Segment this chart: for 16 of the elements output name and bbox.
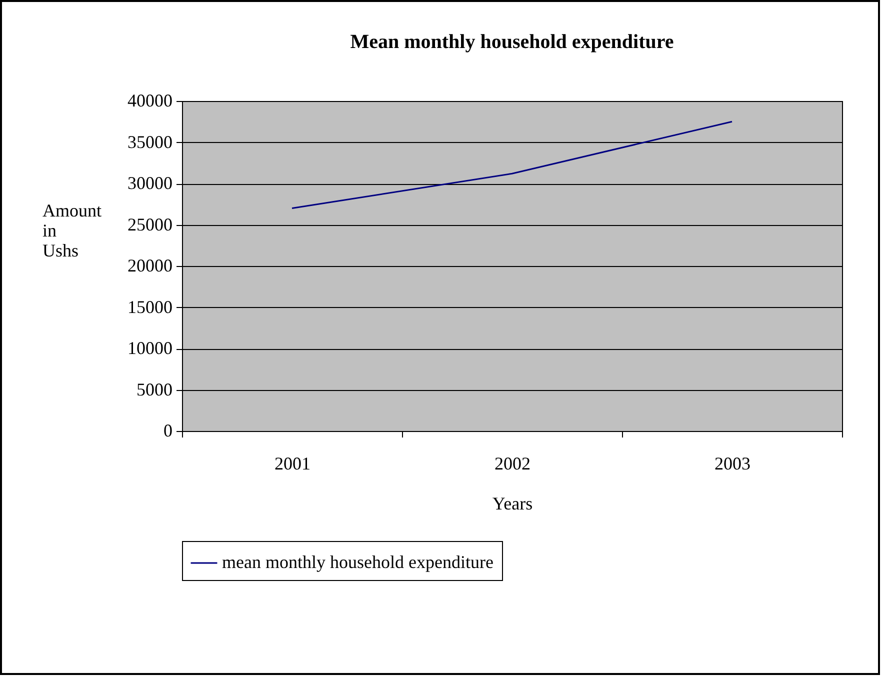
legend-label: mean monthly household expenditure [222, 552, 494, 572]
x-tick-label: 2001 [274, 454, 310, 474]
x-axis-title: Years [492, 494, 533, 514]
y-tick-label: 40000 [128, 90, 172, 110]
y-tick-label: 10000 [128, 338, 172, 358]
chart-title: Mean monthly household expenditure [350, 31, 674, 53]
x-tick-label: 2002 [494, 454, 530, 474]
y-tick-label: 0 [164, 420, 172, 440]
y-tick-label: 35000 [128, 132, 172, 152]
y-tick-label: 25000 [128, 214, 172, 234]
y-axis-title: Amount in Ushs [42, 200, 102, 260]
x-tick-label: 2003 [714, 454, 750, 474]
y-tick-label: 5000 [136, 379, 172, 400]
y-tick-label: 15000 [128, 296, 172, 317]
y-tick-label: 30000 [128, 173, 172, 193]
y-tick-label: 20000 [128, 256, 172, 276]
